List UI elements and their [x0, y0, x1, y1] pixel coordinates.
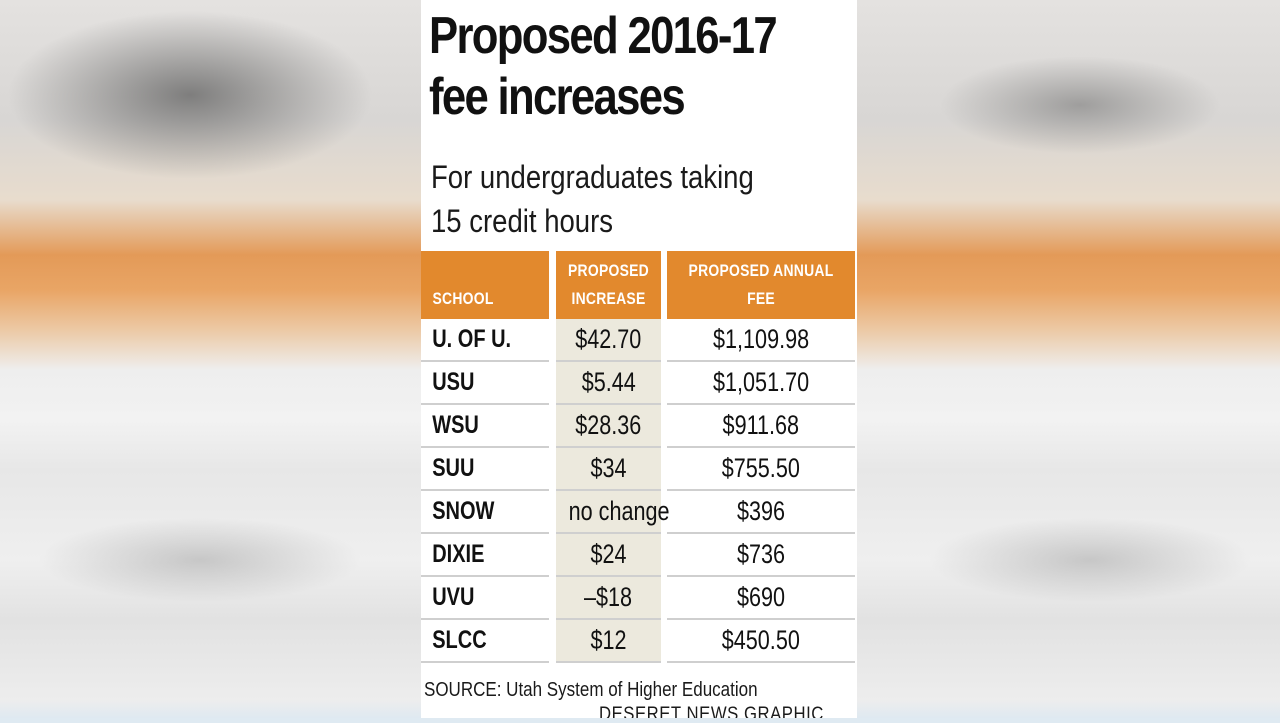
- increase-cell-text: –$18: [584, 582, 633, 612]
- table-row: SLCC $12 $450.50: [421, 620, 855, 663]
- increase-cell: no change: [556, 491, 670, 534]
- increase-cell-text: $28.36: [575, 410, 642, 440]
- table-body: U. OF U. $42.70 $1,109.98 USU $5.44 $1,051.70…: [421, 319, 855, 663]
- annual-fee-cell: $736: [667, 534, 855, 577]
- school-cell: WSU: [421, 405, 549, 448]
- header-school: SCHOOL: [421, 251, 549, 319]
- school-cell: SUU: [421, 448, 549, 491]
- increase-cell-text: no change: [568, 496, 670, 526]
- header-proposed-annual-fee: PROPOSED ANNUAL FEE: [667, 251, 855, 319]
- increase-cell-text: $24: [590, 539, 627, 569]
- table-row: UVU –$18 $690: [421, 577, 855, 620]
- school-cell: USU: [421, 362, 549, 405]
- table-row: USU $5.44 $1,051.70: [421, 362, 855, 405]
- school-cell: SLCC: [421, 620, 549, 663]
- school-cell-text: WSU: [432, 411, 479, 439]
- school-cell: SNOW: [421, 491, 549, 534]
- increase-cell-text: $5.44: [581, 367, 636, 397]
- table-row: U. OF U. $42.70 $1,109.98: [421, 319, 855, 362]
- infographic-panel: Proposed 2016-17 fee increases For under…: [421, 0, 857, 723]
- school-cell-text: DIXIE: [432, 540, 485, 568]
- annual-fee-cell: $450.50: [667, 620, 855, 663]
- chart-title: Proposed 2016-17 fee increases: [429, 6, 849, 128]
- annual-fee-cell-text: $1,109.98: [712, 324, 810, 354]
- header-increase-line-2: INCREASE: [571, 289, 646, 308]
- bottom-strip: [0, 718, 1280, 723]
- annual-fee-cell-text: $690: [736, 582, 786, 612]
- increase-cell: $34: [556, 448, 661, 491]
- increase-cell: $24: [556, 534, 661, 577]
- increase-cell: $28.36: [556, 405, 661, 448]
- increase-cell: $12: [556, 620, 661, 663]
- school-cell-text: U. OF U.: [432, 325, 512, 353]
- increase-cell-text: $42.70: [575, 324, 642, 354]
- table-row: SNOW no change $396: [421, 491, 855, 534]
- header-annual-line-2: FEE: [747, 289, 775, 308]
- increase-cell: –$18: [556, 577, 661, 620]
- annual-fee-cell: $1,051.70: [667, 362, 855, 405]
- chart-subtitle-line-1: For undergraduates taking: [431, 159, 754, 195]
- annual-fee-cell-text: $911.68: [722, 410, 800, 440]
- school-cell-text: SLCC: [432, 626, 487, 654]
- chart-subtitle: For undergraduates taking 15 credit hour…: [431, 155, 809, 243]
- annual-fee-cell: $396: [667, 491, 855, 534]
- school-cell: DIXIE: [421, 534, 549, 577]
- increase-cell: $42.70: [556, 319, 661, 362]
- annual-fee-cell-text: $755.50: [721, 453, 801, 483]
- increase-cell-text: $34: [590, 453, 627, 483]
- table-row: SUU $34 $755.50: [421, 448, 855, 491]
- annual-fee-cell-text: $396: [736, 496, 786, 526]
- table-row: DIXIE $24 $736: [421, 534, 855, 577]
- table-header-row: SCHOOL PROPOSED INCREASE PROPOSED ANNUAL…: [421, 251, 855, 319]
- school-cell-text: SUU: [432, 454, 475, 482]
- annual-fee-cell: $1,109.98: [667, 319, 855, 362]
- school-cell-text: UVU: [432, 583, 475, 611]
- annual-fee-cell: $911.68: [667, 405, 855, 448]
- annual-fee-cell-text: $1,051.70: [712, 367, 810, 397]
- increase-cell-text: $12: [590, 625, 627, 655]
- school-cell: UVU: [421, 577, 549, 620]
- table-row: WSU $28.36 $911.68: [421, 405, 855, 448]
- increase-cell: $5.44: [556, 362, 661, 405]
- annual-fee-cell: $690: [667, 577, 855, 620]
- chart-title-line-2: fee increases: [429, 68, 686, 126]
- annual-fee-cell-text: $736: [736, 539, 786, 569]
- header-annual-line-1: PROPOSED ANNUAL: [688, 261, 834, 280]
- source-note: SOURCE: Utah System of Higher Education: [424, 679, 758, 701]
- school-cell: U. OF U.: [421, 319, 549, 362]
- annual-fee-cell: $755.50: [667, 448, 855, 491]
- annual-fee-cell-text: $450.50: [721, 625, 801, 655]
- school-cell-text: SNOW: [432, 497, 495, 525]
- fee-table: SCHOOL PROPOSED INCREASE PROPOSED ANNUAL…: [421, 251, 855, 663]
- header-proposed-increase: PROPOSED INCREASE: [556, 251, 661, 319]
- header-increase-line-1: PROPOSED: [567, 261, 649, 280]
- school-cell-text: USU: [432, 368, 475, 396]
- header-school-label: SCHOOL: [432, 289, 494, 308]
- chart-subtitle-line-2: 15 credit hours: [431, 203, 614, 239]
- chart-title-line-1: Proposed 2016-17: [429, 7, 778, 65]
